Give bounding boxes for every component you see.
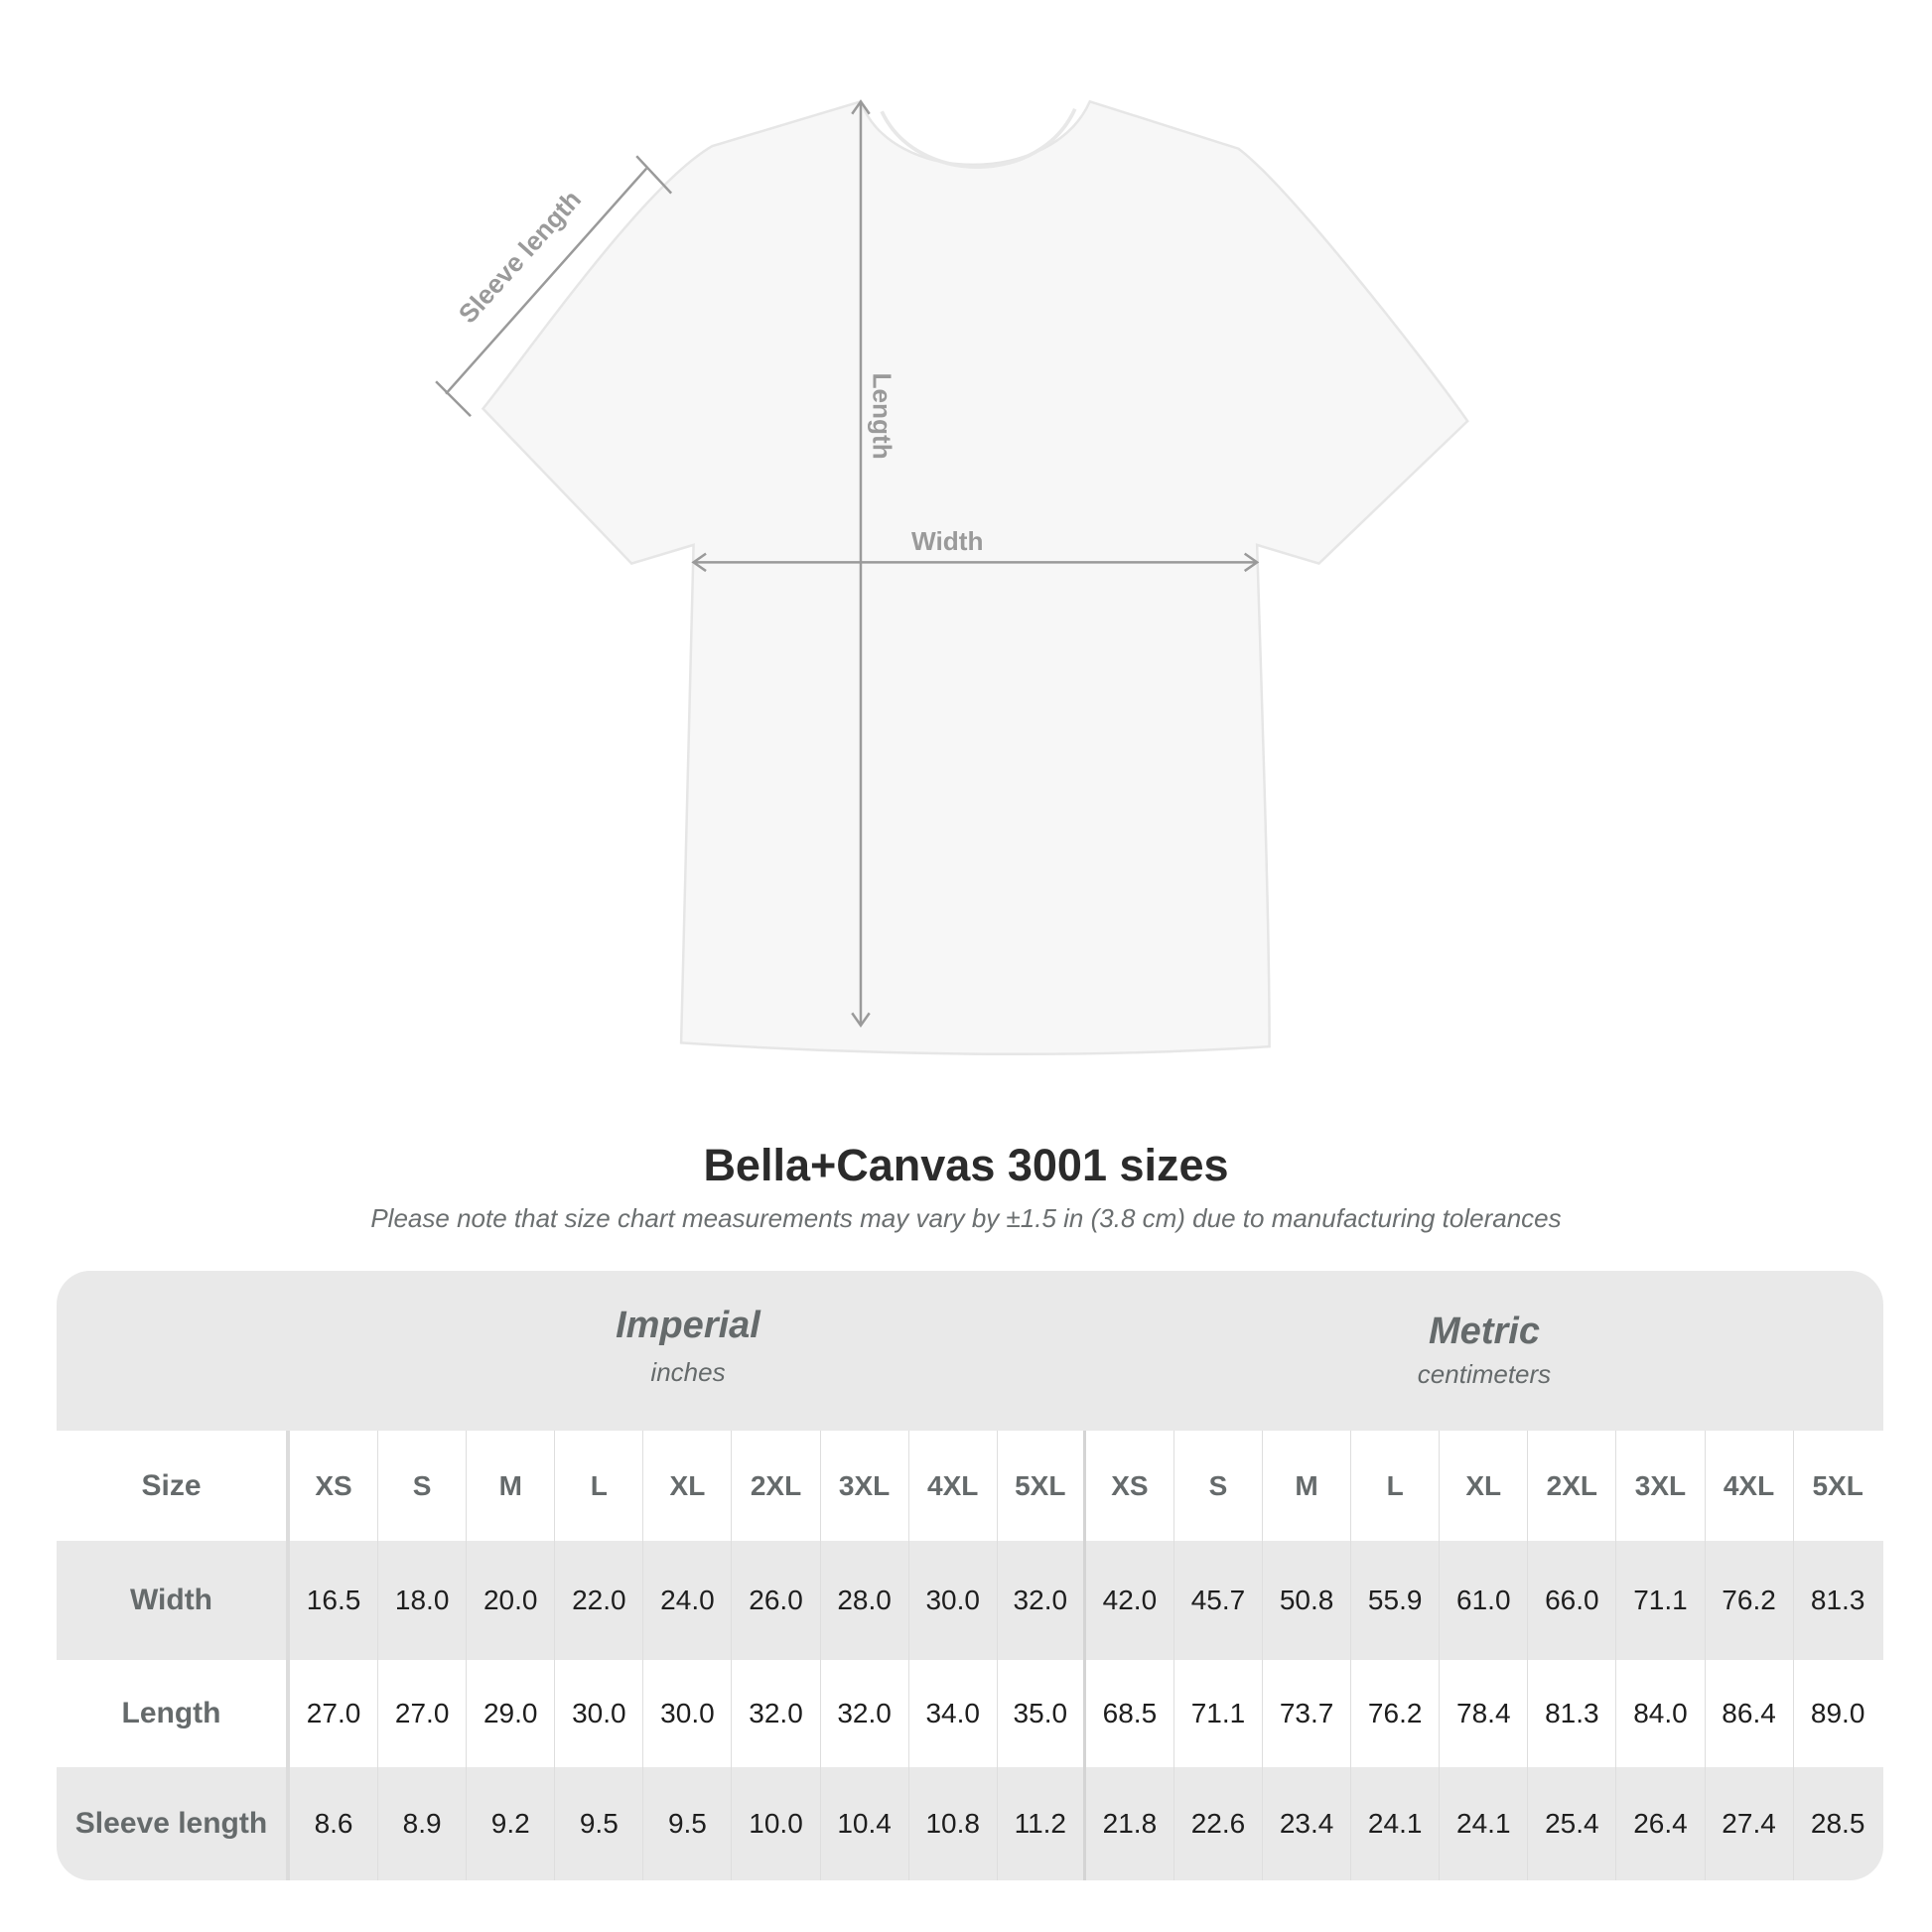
metric-header: Metric centimeters [1086,1271,1882,1431]
metric-value-cell: 26.4 [1616,1767,1706,1880]
metric-value-cell: 86.4 [1706,1660,1794,1767]
row-label: Width [57,1541,290,1660]
imperial-value-cell: 26.0 [732,1541,821,1660]
imperial-value-cell: 27.0 [290,1660,379,1767]
imperial-value-cell: 30.0 [909,1541,998,1660]
imperial-value-cell: 8.6 [290,1767,379,1880]
imperial-size-M: M [467,1431,556,1541]
metric-value-cell: 45.7 [1174,1541,1264,1660]
imperial-value-cell: 30.0 [643,1660,733,1767]
metric-value-cell: 24.1 [1351,1767,1441,1880]
imperial-size-XS: XS [290,1431,379,1541]
metric-value-cell: 71.1 [1174,1660,1264,1767]
table-row: Width 16.5 18.0 20.0 22.0 24.0 26.0 28.0 30.0 32.… [57,1541,1883,1660]
metric-value-cell: 42.0 [1086,1541,1174,1660]
imperial-value-cell: 11.2 [998,1767,1086,1880]
metric-value-cell: 71.1 [1616,1541,1706,1660]
metric-size-S: S [1174,1431,1264,1541]
metric-title: Metric [1429,1311,1540,1352]
imperial-value-cell: 20.0 [467,1541,556,1660]
page-title: Bella+Canvas 3001 sizes [703,1140,1229,1190]
imperial-size-L: L [555,1431,644,1541]
imperial-value-cell: 28.0 [821,1541,909,1660]
imperial-unit: inches [650,1357,726,1387]
imperial-value-cell: 9.2 [467,1767,556,1880]
imperial-size-2XL: 2XL [732,1431,821,1541]
imperial-value-cell: 35.0 [998,1660,1086,1767]
imperial-value-cell: 24.0 [643,1541,733,1660]
metric-value-cell: 50.8 [1263,1541,1352,1660]
metric-value-cell: 24.1 [1440,1767,1529,1880]
imperial-value-cell: 16.5 [290,1541,379,1660]
collar [880,108,1077,169]
imperial-value-cell: 8.9 [378,1767,468,1880]
width-label: Width [911,526,983,556]
metric-value-cell: 84.0 [1616,1660,1706,1767]
row-label: Size [57,1431,290,1541]
imperial-title: Imperial [616,1305,760,1346]
imperial-value-cell: 32.0 [732,1660,821,1767]
imperial-value-cell: 34.0 [909,1660,998,1767]
imperial-value-cell: 30.0 [555,1660,644,1767]
imperial-value-cell: 9.5 [643,1767,733,1880]
metric-value-cell: 55.9 [1351,1541,1441,1660]
metric-size-5XL: 5XL [1812,1469,1863,1501]
imperial-value-cell: 32.0 [821,1660,909,1767]
metric-value-cell: 27.4 [1706,1767,1794,1880]
metric-value-cell: 28.5 [1810,1808,1865,1839]
row-label: Sleeve length [57,1767,290,1880]
imperial-value-cell: 10.0 [732,1767,821,1880]
row-label: Length [57,1660,290,1767]
metric-value-cell: 78.4 [1440,1660,1529,1767]
metric-size-L: L [1351,1431,1441,1541]
imperial-value-cell: 32.0 [998,1541,1086,1660]
metric-value-cell: 21.8 [1086,1767,1174,1880]
metric-size-XL: XL [1440,1431,1529,1541]
metric-value-cell: 61.0 [1440,1541,1529,1660]
metric-size-XS: XS [1086,1431,1174,1541]
metric-value-cell: 23.4 [1263,1767,1352,1880]
imperial-value-cell: 10.8 [909,1767,998,1880]
imperial-value-cell: 10.4 [821,1767,909,1880]
size-header-row: Size XS S M L XL 2XL 3XL 4XL 5XL XS S M L XL 2XL 3XL 4XL 5… [57,1431,1883,1541]
metric-value-cell: 89.0 [1810,1698,1865,1728]
metric-value-cell: 22.6 [1174,1767,1264,1880]
imperial-header: Imperial inches [290,1271,1086,1431]
table-row: Length 27.0 27.0 29.0 30.0 30.0 32.0 32.0 34.0 35… [57,1660,1883,1767]
imperial-size-3XL: 3XL [821,1431,909,1541]
tolerance-note: Please note that size chart measurements… [370,1203,1562,1233]
metric-value-cell: 73.7 [1263,1660,1352,1767]
tshirt-shape [481,99,1469,1056]
metric-unit: centimeters [1417,1359,1552,1389]
metric-value-cell: 66.0 [1528,1541,1617,1660]
metric-size-3XL: 3XL [1616,1431,1706,1541]
imperial-value-cell: 18.0 [378,1541,468,1660]
length-label: Length [867,372,897,459]
metric-size-2XL: 2XL [1528,1431,1617,1541]
measure-arrows [435,99,1260,1029]
metric-value-cell: 81.3 [1528,1660,1617,1767]
metric-value-cell: 76.2 [1351,1660,1441,1767]
imperial-size-5XL: 5XL [998,1431,1086,1541]
metric-value-cell: 76.2 [1706,1541,1794,1660]
size-table: Imperial inches Metric centimeters Size X… [57,1271,1883,1880]
imperial-value-cell: 29.0 [467,1660,556,1767]
imperial-value-cell: 9.5 [555,1767,644,1880]
metric-value-cell: 25.4 [1528,1767,1617,1880]
metric-value-cell: 68.5 [1086,1660,1174,1767]
imperial-size-S: S [378,1431,468,1541]
table-row: Sleeve length 8.6 8.9 9.2 9.5 9.5 10.0 10.4 10.8… [57,1767,1883,1880]
imperial-size-XL: XL [643,1431,733,1541]
imperial-value-cell: 27.0 [378,1660,468,1767]
imperial-value-cell: 22.0 [555,1541,644,1660]
metric-size-4XL: 4XL [1706,1431,1794,1541]
imperial-size-4XL: 4XL [909,1431,998,1541]
metric-size-M: M [1263,1431,1352,1541]
metric-value-cell: 81.3 [1810,1585,1865,1615]
